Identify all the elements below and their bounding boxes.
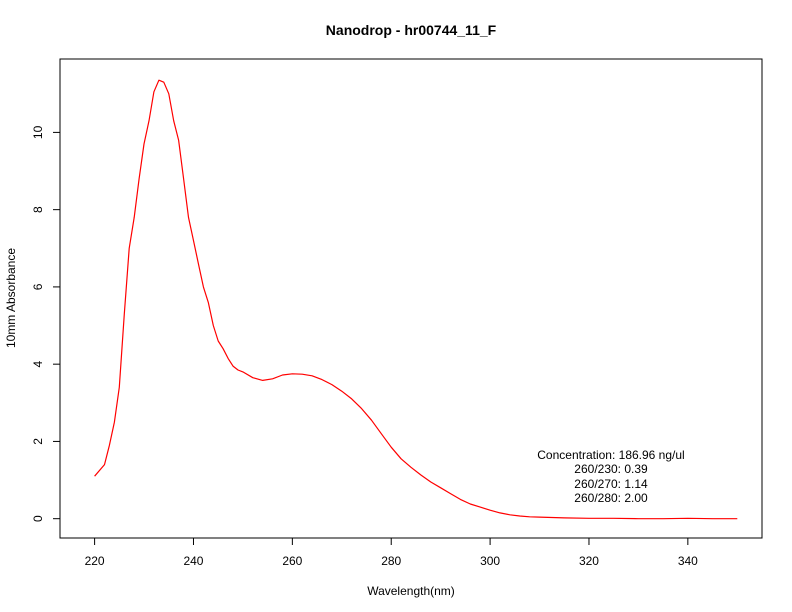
x-tick-label: 320 [579, 554, 599, 568]
x-tick-label: 300 [480, 554, 500, 568]
x-tick-label: 240 [183, 554, 203, 568]
annotation-ratio-260-230: 260/230: 0.39 [574, 462, 648, 476]
plot-frame [59, 58, 763, 539]
x-axis: 220 240 260 280 300 320 340 [85, 537, 698, 568]
annotation-concentration: Concentration: 186.96 ng/ul [537, 448, 684, 462]
y-axis: 0 2 4 6 8 10 [31, 125, 61, 522]
x-tick-label: 340 [678, 554, 698, 568]
series-group [94, 79, 738, 520]
y-tick-label: 6 [31, 283, 45, 290]
annotation-ratio-260-270: 260/270: 1.14 [574, 477, 648, 491]
y-tick-label: 4 [31, 361, 45, 368]
annotation-block: Concentration: 186.96 ng/ul 260/230: 0.3… [537, 448, 684, 505]
y-tick-label: 10 [31, 125, 45, 139]
y-tick-label: 2 [31, 438, 45, 445]
annotation-ratio-260-280: 260/280: 2.00 [574, 491, 648, 505]
y-tick-label: 8 [31, 206, 45, 213]
y-tick-label: 0 [31, 515, 45, 522]
x-tick-label: 260 [282, 554, 302, 568]
y-axis-label: 10mm Absorbance [4, 248, 18, 348]
x-axis-label: Wavelength(nm) [367, 584, 455, 598]
x-tick-label: 280 [381, 554, 401, 568]
chart-title: Nanodrop - hr00744_11_F [326, 22, 497, 38]
absorbance-line [94, 79, 738, 520]
x-tick-label: 220 [85, 554, 105, 568]
